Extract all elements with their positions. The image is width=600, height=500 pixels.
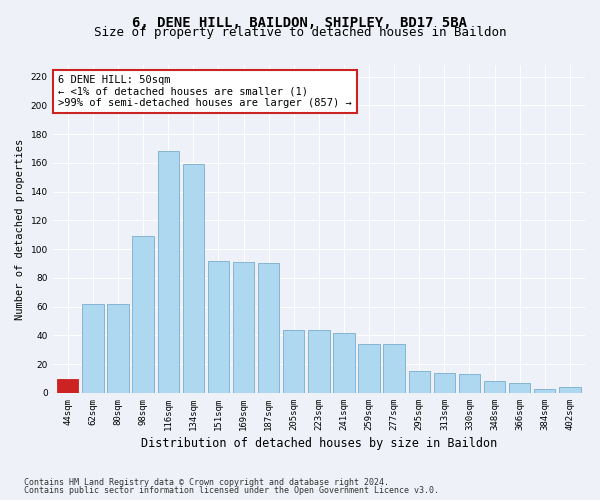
Text: Size of property relative to detached houses in Baildon: Size of property relative to detached ho… bbox=[94, 26, 506, 39]
Bar bbox=[107, 304, 128, 393]
Bar bbox=[484, 382, 505, 393]
Bar bbox=[509, 383, 530, 393]
Text: 6, DENE HILL, BAILDON, SHIPLEY, BD17 5BA: 6, DENE HILL, BAILDON, SHIPLEY, BD17 5BA bbox=[133, 16, 467, 30]
Text: Contains HM Land Registry data © Crown copyright and database right 2024.: Contains HM Land Registry data © Crown c… bbox=[24, 478, 389, 487]
Y-axis label: Number of detached properties: Number of detached properties bbox=[15, 138, 25, 320]
Bar bbox=[383, 344, 405, 393]
Bar bbox=[233, 262, 254, 393]
Bar bbox=[158, 152, 179, 393]
Bar bbox=[258, 264, 279, 393]
Bar bbox=[559, 387, 581, 393]
Bar bbox=[534, 388, 556, 393]
X-axis label: Distribution of detached houses by size in Baildon: Distribution of detached houses by size … bbox=[141, 437, 497, 450]
Bar bbox=[308, 330, 329, 393]
Bar bbox=[409, 372, 430, 393]
Text: Contains public sector information licensed under the Open Government Licence v3: Contains public sector information licen… bbox=[24, 486, 439, 495]
Bar bbox=[434, 373, 455, 393]
Bar bbox=[57, 378, 79, 393]
Bar bbox=[358, 344, 380, 393]
Bar bbox=[133, 236, 154, 393]
Bar bbox=[459, 374, 480, 393]
Bar bbox=[82, 304, 104, 393]
Bar bbox=[333, 332, 355, 393]
Text: 6 DENE HILL: 50sqm
← <1% of detached houses are smaller (1)
>99% of semi-detache: 6 DENE HILL: 50sqm ← <1% of detached hou… bbox=[58, 75, 352, 108]
Bar bbox=[182, 164, 204, 393]
Bar bbox=[208, 260, 229, 393]
Bar bbox=[283, 330, 304, 393]
